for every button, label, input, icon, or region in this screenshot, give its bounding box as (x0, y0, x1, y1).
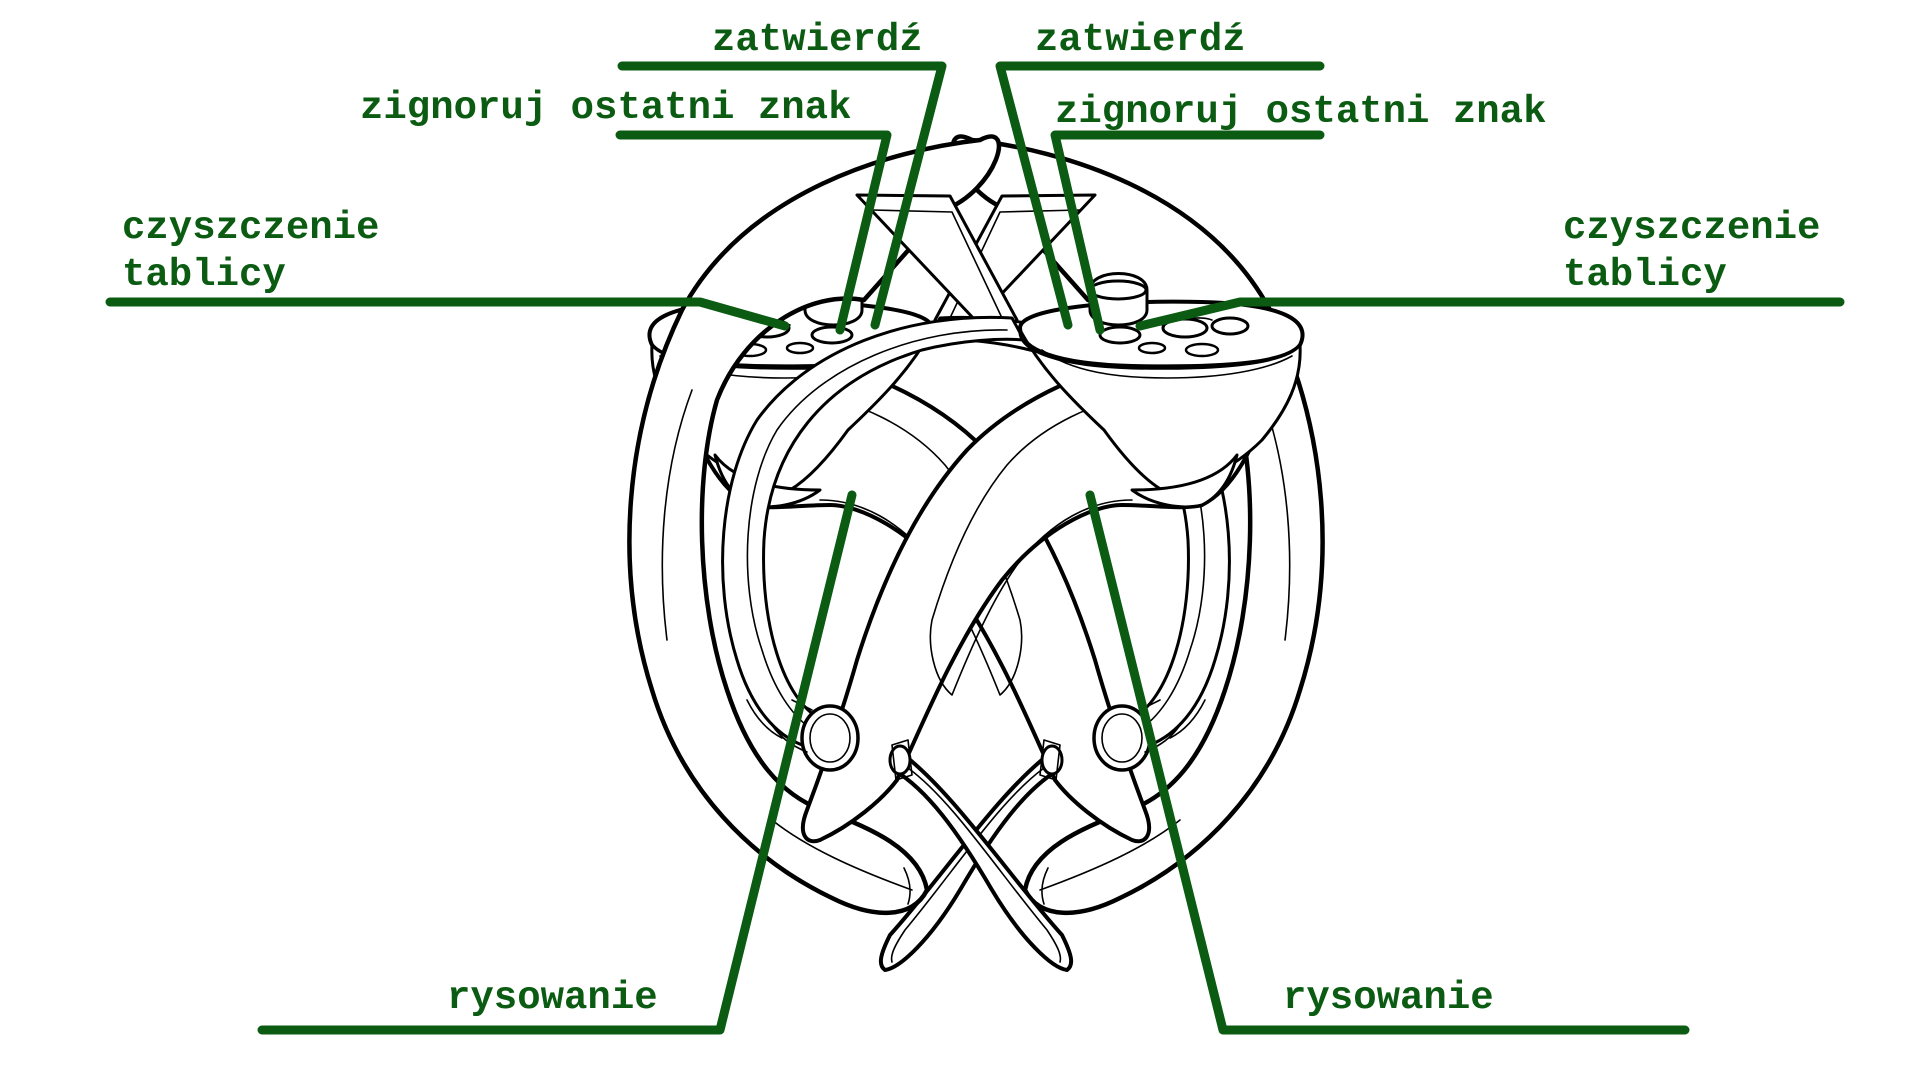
label-clear-left-line2: tablicy (122, 253, 286, 297)
leader-ignore-left (615, 130, 892, 335)
leader-draw-right (1085, 490, 1690, 1035)
leader-confirm-left (617, 61, 947, 330)
leader-clear-left (105, 297, 790, 331)
leader-clear-right (1135, 297, 1845, 331)
label-draw-right: rysowanie (1283, 976, 1494, 1020)
label-clear-right-line2: tablicy (1563, 253, 1727, 297)
label-clear-left-line1: czyszczenie (122, 206, 379, 250)
leader-draw-left (257, 490, 857, 1035)
label-draw-left: rysowanie (447, 976, 658, 1020)
leader-confirm-right (995, 61, 1325, 330)
label-confirm-left: zatwierdź (712, 18, 923, 62)
label-clear-right-line1: czyszczenie (1563, 206, 1820, 250)
label-ignore-left: zignoruj ostatni znak (360, 86, 851, 130)
label-ignore-right: zignoruj ostatni znak (1055, 90, 1546, 134)
leader-ignore-right (1050, 130, 1325, 335)
label-confirm-right: zatwierdź (1035, 18, 1246, 62)
